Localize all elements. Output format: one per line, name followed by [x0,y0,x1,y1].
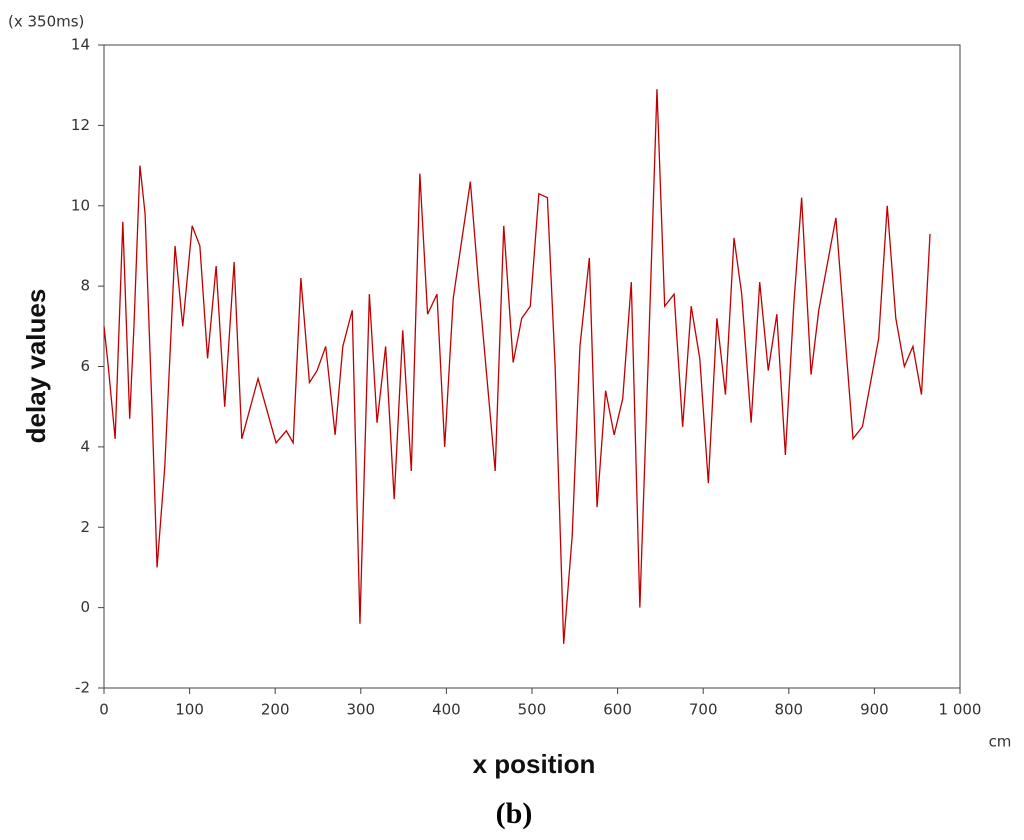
data-line [103,89,931,644]
y-tick-label: 12 [71,116,90,134]
x-tick-label: 900 [860,701,889,719]
y-tick-label: -2 [75,679,90,697]
y-tick-label: 2 [80,518,90,536]
y-tick-label: 4 [80,437,90,455]
y-axis-title: delay values [21,289,51,444]
x-tick-label: 400 [432,701,461,719]
x-tick-label: 0 [99,701,109,719]
x-tick-label: 800 [774,701,803,719]
y-tick-label: 8 [80,277,90,295]
x-tick-label: 200 [261,701,290,719]
x-axis-title: x position [473,749,596,779]
x-tick-label: 600 [603,701,632,719]
y-tick-label: 6 [80,357,90,375]
plot-frame [103,44,961,689]
x-tick-label: 500 [518,701,547,719]
x-tick-label: 700 [689,701,718,719]
x-tick-label: 300 [346,701,375,719]
x-unit-label: cm [989,733,1012,751]
y-tick-label: 0 [80,598,90,616]
caption: (b) [496,797,533,830]
y-unit-label: (x 350ms) [8,13,84,31]
y-tick-label: 14 [71,36,90,54]
x-tick-label: 1 000 [939,701,982,719]
x-tick-label: 100 [175,701,204,719]
y-tick-label: 10 [71,196,90,214]
